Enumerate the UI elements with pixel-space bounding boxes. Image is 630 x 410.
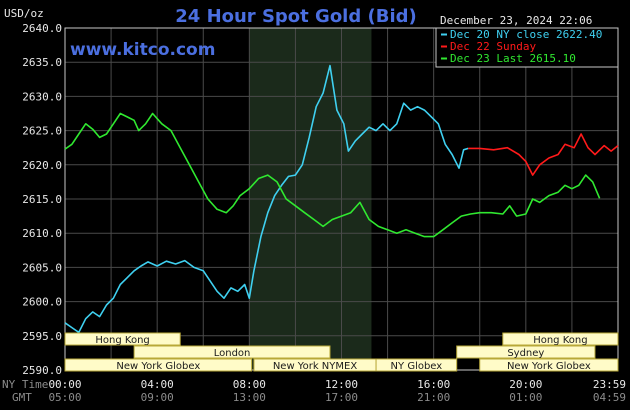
y-tick-label: 2630.0 [22,90,62,103]
x-tick-label: 20:00 [509,378,542,391]
session-label: NY Globex [391,361,443,372]
ny-time-label: NY Time [2,378,48,391]
x-tick-label-gmt: 04:59 [593,391,626,404]
session-london: London [133,345,331,359]
gmt-label: GMT [12,391,32,404]
x-tick-label: 16:00 [417,378,450,391]
x-tick-label-gmt: 05:00 [48,391,81,404]
session-label: Hong Kong [533,335,587,346]
chart-grid [65,27,618,371]
session-ny-globex: NY Globex [375,358,458,372]
session-new-york-globex: New York Globex [479,358,619,372]
session-label: New York Globex [116,361,200,372]
price-series [64,64,619,334]
y-tick-label: 2635.0 [22,56,62,69]
legend-entry: Dec 20 NY close 2622.40 [450,28,602,41]
session-hong-kong: Hong Kong [502,332,619,346]
legend-entry: Dec 22 Sunday [450,40,536,53]
session-label: London [214,348,251,359]
x-tick-label: 04:00 [141,378,174,391]
session-label: Sydney [507,348,544,359]
y-axis-ticks: 2590.0 2595.0 2600.0 2605.0 2610.0 2615.0 2620… [22,22,62,377]
y-tick-label: 2595.0 [22,330,62,343]
series-line-2 [468,133,619,176]
session-new-york-nymex: New York NYMEX [253,358,377,372]
website-label: www.kitco.com [70,40,215,60]
session-hong-kong: Hong Kong [64,332,181,346]
x-tick-label-gmt: 01:00 [509,391,542,404]
session-label: New York Globex [507,361,591,372]
session-new-york-globex: New York Globex [64,358,253,372]
x-tick-label-gmt: 21:00 [417,391,450,404]
y-tick-label: 2620.0 [22,159,62,172]
x-tick-label: 08:00 [233,378,266,391]
session-sydney: Sydney [456,345,596,359]
y-tick-label: 2610.0 [22,227,62,240]
x-tick-label: 12:00 [325,378,358,391]
session-label: Hong Kong [95,335,149,346]
y-tick-label: 2605.0 [22,261,62,274]
x-tick-label: 23:59 [593,378,626,391]
series-line-3 [64,112,601,238]
chart-title: 24 Hour Spot Gold (Bid) [175,6,416,27]
y-tick-label: 2615.0 [22,193,62,206]
y-tick-label: 2625.0 [22,125,62,138]
legend-box [435,27,619,68]
timestamp-label: December 23, 2024 22:06 [440,14,592,27]
x-tick-label-gmt: 13:00 [233,391,266,404]
y-tick-label: 2590.0 [22,364,62,377]
x-tick-label-gmt: 17:00 [325,391,358,404]
legend-entry: Dec 23 Last 2615.10 [450,52,576,65]
unit-label: USD/oz [4,7,44,20]
series-line-1 [64,64,469,334]
x-tick-label-gmt: 09:00 [141,391,174,404]
x-tick-label: 00:00 [48,378,81,391]
session-label: New York NYMEX [273,361,358,372]
y-tick-label: 2600.0 [22,296,62,309]
y-tick-label: 2640.0 [22,22,62,35]
market-sessions: Hong Kong Hong Kong London Sydney New York G… [64,332,619,372]
